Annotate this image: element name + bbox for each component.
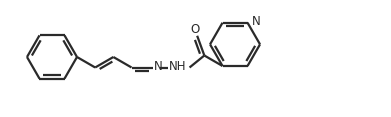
Text: NH: NH [169, 60, 186, 73]
Text: O: O [190, 23, 200, 36]
Text: N: N [154, 60, 162, 73]
Text: N: N [251, 15, 260, 28]
